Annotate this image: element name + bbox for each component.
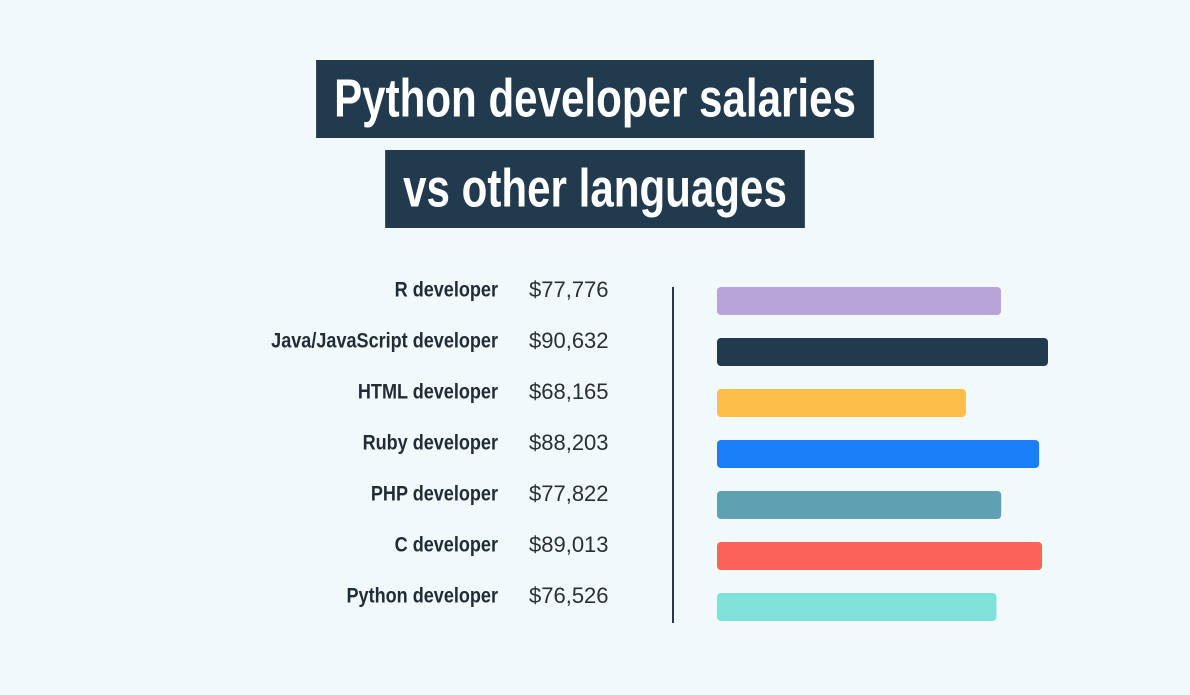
category-label: R developer xyxy=(395,278,499,302)
bar xyxy=(717,389,966,417)
bar xyxy=(717,287,1002,315)
value-label: $89,013 xyxy=(529,532,609,557)
chart-title: vs other languages xyxy=(403,158,787,218)
title-group: vs other languages xyxy=(403,158,787,218)
category-label: Python developer xyxy=(347,584,499,608)
value-label: $68,165 xyxy=(529,379,609,404)
category-label: Ruby developer xyxy=(363,431,499,455)
category-group: PHP developer xyxy=(371,482,498,506)
bar xyxy=(717,593,997,621)
value-label: $90,632 xyxy=(529,328,609,353)
bar xyxy=(717,491,1002,519)
value-label: $76,526 xyxy=(529,583,609,608)
category-group: Ruby developer xyxy=(363,431,499,455)
title-box xyxy=(385,150,805,228)
category-group: Java/JavaScript developer xyxy=(271,329,498,353)
category-label: Java/JavaScript developer xyxy=(271,329,498,353)
value-label: $77,776 xyxy=(529,277,609,302)
bar xyxy=(717,338,1048,366)
category-group: R developer xyxy=(395,278,499,302)
chart-title: Python developer salaries xyxy=(334,68,856,128)
category-group: HTML developer xyxy=(358,380,498,404)
category-group: Python developer xyxy=(347,584,499,608)
bar xyxy=(717,440,1040,468)
title-box xyxy=(316,60,874,138)
category-group: C developer xyxy=(395,533,499,557)
category-label: C developer xyxy=(395,533,499,557)
value-label: $77,822 xyxy=(529,481,609,506)
title-group: Python developer salaries xyxy=(334,68,856,128)
category-label: HTML developer xyxy=(358,380,498,404)
bar xyxy=(717,542,1043,570)
category-label: PHP developer xyxy=(371,482,498,506)
value-label: $88,203 xyxy=(529,430,609,455)
